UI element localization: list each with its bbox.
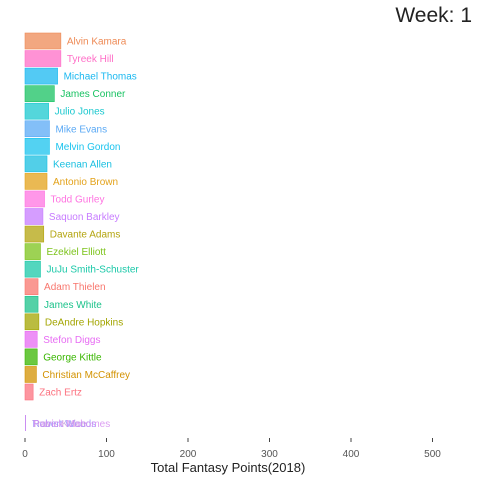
chart-title: Week: 1 [395,4,472,27]
bar-label-patrick-mahomes: Patrick Mahomes [33,419,110,430]
bar-tyreek-hill [24,50,62,67]
bar-label-davante-adams: Davante Adams [50,230,121,241]
bar-michael-thomas [24,67,58,85]
bar-alvin-kamara [24,32,62,50]
x-tick-label: 100 [98,449,115,460]
x-tick-label: 500 [424,449,441,460]
bar-label-travis-kelce: Travis Kelce [32,419,87,430]
bar-label-alvin-kamara: Alvin Kamara [67,37,127,48]
bar-label-melvin-gordon: Melvin Gordon [55,142,120,153]
bar-julio-jones [24,102,49,120]
bar-label-saquon-barkley: Saquon Barkley [49,212,120,223]
bar-label-todd-gurley: Todd Gurley [51,194,105,205]
bar-saquon-barkley [24,208,44,225]
bar-todd-gurley [24,190,45,208]
bar-label-juju-smith-schuster: JuJu Smith-Schuster [46,265,139,276]
bar-label-george-kittle: George Kittle [43,352,102,363]
bar-zach-ertz [24,383,34,401]
bar-label-zach-ertz: Zach Ertz [39,388,82,399]
bar-label-tyreek-hill: Tyreek Hill [67,54,114,65]
bar-stefon-diggs [24,331,38,348]
bar-label-james-conner: James Conner [60,89,126,100]
bar-label-deandre-hopkins: DeAndre Hopkins [45,317,123,328]
bar-label-ezekiel-elliott: Ezekiel Elliott [46,247,106,258]
x-tick-label: 400 [343,449,360,460]
bar-label-michael-thomas: Michael Thomas [64,72,137,83]
bar-george-kittle [24,348,38,366]
bar-label-antonio-brown: Antonio Brown [53,177,118,188]
bar-label-robert-woods: Robert Woods [32,419,96,430]
bar-labels-group: Alvin Kamara Tyreek Hill Michael Thomas Jam… [32,37,140,431]
bar-melvin-gordon [24,138,50,155]
bar-adam-thielen [24,278,39,296]
x-tick-label: 0 [22,449,28,460]
bar-ezekiel-elliott [24,243,41,260]
bar-label-christian-mccaffrey: Christian McCaffrey [42,370,130,381]
bar-patrick-mahomes [25,415,26,431]
x-axis: 0 100 200 300 400 500 [22,438,441,460]
bar-label-james-white: James White [44,300,102,311]
bar-keenan-allen [24,155,48,173]
bar-label-mike-evans: Mike Evans [55,124,107,135]
bar-antonio-brown [24,173,48,190]
bar-christian-mccaffrey [24,366,37,383]
bar-deandre-hopkins [24,313,40,331]
bar-davante-adams [24,225,45,243]
x-tick-label: 200 [180,449,197,460]
bar-label-adam-thielen: Adam Thielen [44,282,106,293]
bar-label-stefon-diggs: Stefon Diggs [43,335,100,346]
bar-mike-evans [24,120,50,138]
bar-james-conner [24,85,55,102]
bar-james-white [24,295,39,313]
x-tick-label: 300 [261,449,278,460]
bar-label-keenan-allen: Keenan Allen [53,159,112,170]
x-axis-label: Total Fantasy Points(2018) [151,460,306,475]
bar-juju-smith-schuster [24,260,41,278]
bars-group [24,32,62,431]
bar-label-julio-jones: Julio Jones [55,107,105,118]
